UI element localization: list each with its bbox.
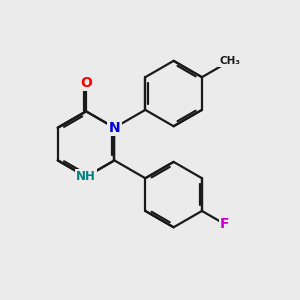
Text: O: O (80, 76, 92, 90)
Text: CH₃: CH₃ (220, 56, 241, 66)
Text: N: N (109, 121, 120, 135)
Text: F: F (220, 217, 230, 231)
Text: NH: NH (76, 170, 96, 183)
